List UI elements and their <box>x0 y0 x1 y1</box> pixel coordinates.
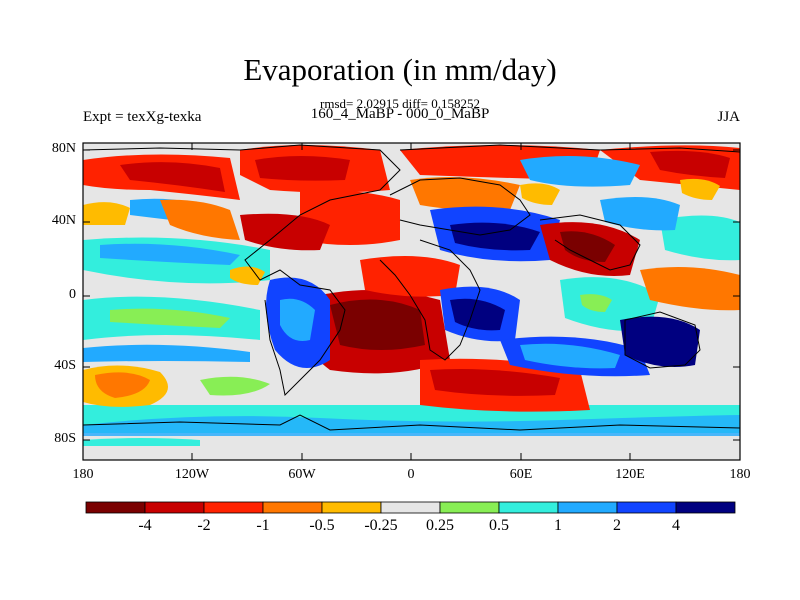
page-title: Evaporation (in mm/day) <box>243 52 557 87</box>
colorbar-swatch <box>144 501 205 514</box>
colorbar-label: -0.25 <box>364 517 398 534</box>
colorbar-swatch <box>616 501 677 514</box>
colorbar-swatch <box>439 501 500 514</box>
colorbar-label: 0.25 <box>426 517 454 534</box>
season-label: JJA <box>717 109 740 125</box>
colorbar-swatch <box>675 501 736 514</box>
y-tick-label: 40N <box>51 213 76 228</box>
y-tick-label: 80N <box>51 141 76 156</box>
colorbar-swatch <box>321 501 382 514</box>
x-tick-label: 120E <box>615 467 645 482</box>
x-tick-label: 60W <box>288 467 316 482</box>
experiment-label: Expt = texXg-texka <box>83 109 202 125</box>
colorbar-label: 4 <box>672 517 680 534</box>
x-tick-label: 60E <box>509 467 533 482</box>
colorbar-swatch <box>498 501 559 514</box>
colorbar-swatch <box>557 501 618 514</box>
colorbar-swatch <box>203 501 264 514</box>
colorbar-label: 0.5 <box>489 517 509 534</box>
y-tick-label: 0 <box>69 287 76 302</box>
stats-line: rmsd= 2.02915 diff= 0.158252 <box>320 96 480 111</box>
x-tick-label: 180 <box>729 467 751 482</box>
colorbar-label: -2 <box>197 517 211 534</box>
colorbar-swatch <box>262 501 323 514</box>
coastlines <box>83 144 740 431</box>
y-tick-label: 80S <box>54 431 76 446</box>
colorbar-swatch <box>380 501 441 514</box>
colorbar-label: 1 <box>554 517 562 534</box>
x-tick-label: 120W <box>174 467 210 482</box>
axis-ticks <box>82 143 741 460</box>
period-label: 160_4_MaBP - 000_0_MaBP <box>310 106 490 122</box>
colorbar-swatch <box>85 501 146 514</box>
colorbar-label: -1 <box>256 517 270 534</box>
y-tick-label: 40S <box>54 358 76 373</box>
colorbar <box>85 501 736 514</box>
x-tick-label: 0 <box>407 467 415 482</box>
colorbar-label: -0.5 <box>309 517 335 534</box>
x-tick-label: 180 <box>72 467 94 482</box>
map-field <box>83 143 740 460</box>
colorbar-label: -4 <box>138 517 152 534</box>
colorbar-label: 2 <box>613 517 621 534</box>
